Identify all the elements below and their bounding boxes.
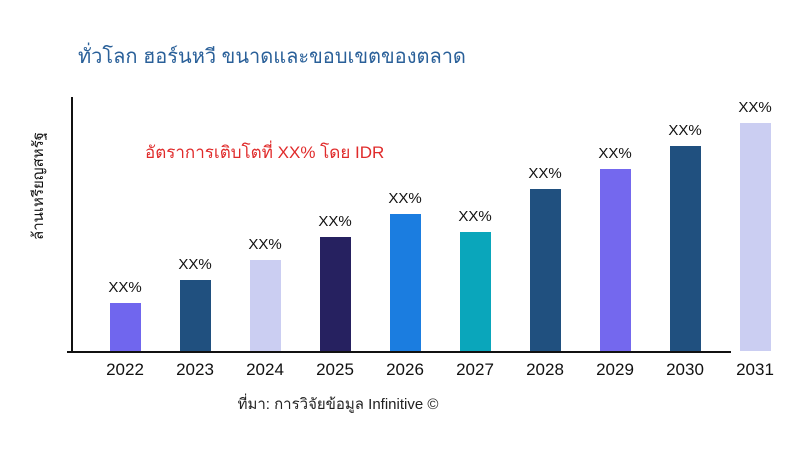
bar-group: XX% 2027 — [440, 97, 510, 379]
bar-group: XX% 2023 — [160, 97, 230, 379]
bar-value-label: XX% — [598, 145, 632, 162]
bar-group: XX% 2030 — [650, 97, 720, 379]
bar-value-label: XX% — [668, 122, 702, 139]
x-tick-label: 2025 — [316, 360, 354, 379]
bar-value-label: XX% — [248, 236, 282, 253]
bar-group: XX% 2024 — [230, 97, 300, 379]
bar — [389, 214, 421, 351]
source-attribution: ที่มา: การวิจัยข้อมูล Infinitive © — [237, 396, 439, 413]
bar-value-label: XX% — [388, 190, 422, 207]
x-tick-label: 2023 — [176, 360, 214, 379]
bar — [319, 237, 351, 351]
bar-group: XX% 2026 — [370, 97, 440, 379]
bar — [529, 189, 561, 351]
bar — [669, 146, 701, 351]
x-tick-label: 2028 — [526, 360, 564, 379]
x-axis-line — [67, 351, 731, 353]
x-tick-label: 2022 — [106, 360, 144, 379]
bar-group: XX% 2029 — [580, 97, 650, 379]
bar — [249, 260, 281, 351]
x-tick-label: 2030 — [666, 360, 704, 379]
x-tick-label: 2026 — [386, 360, 424, 379]
bar-group: XX% 2031 — [720, 97, 790, 379]
bar-value-label: XX% — [178, 256, 212, 273]
plot-area: XX% 2022 XX% 2023 XX% 2024 XX% 2025 XX% 2026 XX% 20… — [67, 97, 776, 379]
growth-rate-annotation: อัตราการเติบโตที่ XX% โดย IDR — [145, 143, 385, 162]
bar-value-label: XX% — [458, 208, 492, 225]
bar-group: XX% 2028 — [510, 97, 580, 379]
y-axis-line — [71, 97, 73, 351]
bar-group: XX% 2022 — [90, 97, 160, 379]
x-tick-label: 2031 — [736, 360, 774, 379]
bar-value-label: XX% — [738, 99, 772, 116]
chart-title: ทั่วโลก ฮอร์นหวี ขนาดและขอบเขตของตลาด — [78, 46, 466, 68]
bar — [739, 123, 771, 351]
x-tick-label: 2029 — [596, 360, 634, 379]
bar — [459, 232, 491, 351]
bar — [179, 280, 211, 351]
bar — [109, 303, 141, 351]
bar-value-label: XX% — [318, 213, 352, 230]
bar — [599, 169, 631, 351]
bar-value-label: XX% — [108, 279, 142, 296]
y-axis-label: ล้านเหรียญสหรัฐ — [30, 132, 47, 240]
x-tick-label: 2027 — [456, 360, 494, 379]
x-tick-label: 2024 — [246, 360, 284, 379]
bar-value-label: XX% — [528, 165, 562, 182]
bar-group: XX% 2025 — [300, 97, 370, 379]
